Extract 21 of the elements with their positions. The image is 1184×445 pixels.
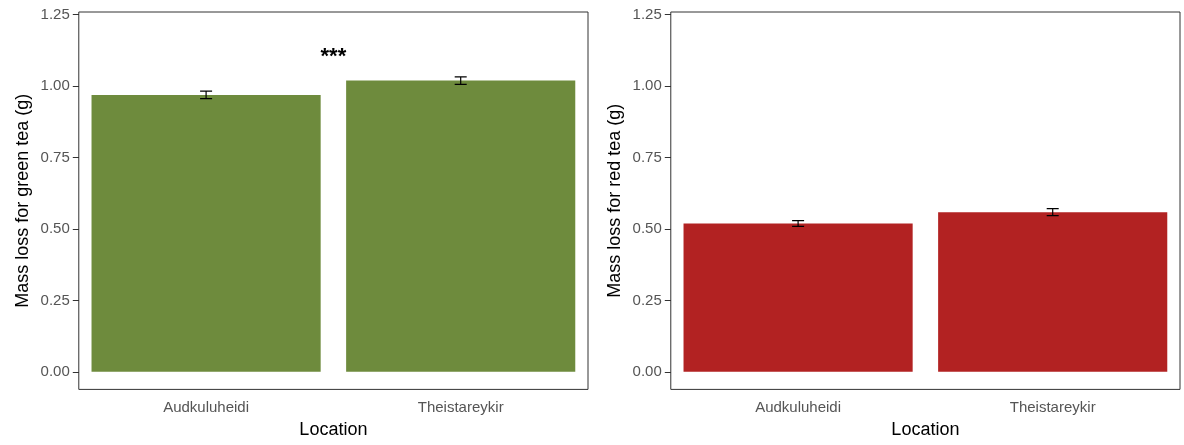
y-tick-label: 1.25 xyxy=(40,5,70,22)
x-tick-label: Audkuluheidi xyxy=(755,397,842,415)
x-tick-label: Theistareykir xyxy=(417,397,504,415)
y-tick-label: 1.00 xyxy=(40,76,70,94)
y-tick-label: 0.25 xyxy=(632,290,662,308)
y-tick-label: 1.25 xyxy=(632,5,662,22)
y-tick-label: 0.50 xyxy=(40,219,70,237)
y-tick-label: 0.50 xyxy=(632,219,662,237)
y-axis-title: Mass loss for green tea (g) xyxy=(11,93,32,308)
y-tick-label: 0.75 xyxy=(632,147,662,165)
x-tick-label: Theistareykir xyxy=(1009,397,1096,415)
x-tick-label: Audkuluheidi xyxy=(163,397,250,415)
annotation: *** xyxy=(320,43,347,69)
y-tick-label: 0.00 xyxy=(632,362,662,380)
y-tick-label: 0.75 xyxy=(40,147,70,165)
y-tick-label: 0.25 xyxy=(40,290,70,308)
y-axis-title: Mass loss for red tea (g) xyxy=(603,103,624,298)
y-tick-label: 1.00 xyxy=(632,76,662,94)
y-tick-label: 0.00 xyxy=(40,362,70,380)
x-axis-title: Location xyxy=(299,419,368,440)
x-axis-title: Location xyxy=(891,419,960,440)
